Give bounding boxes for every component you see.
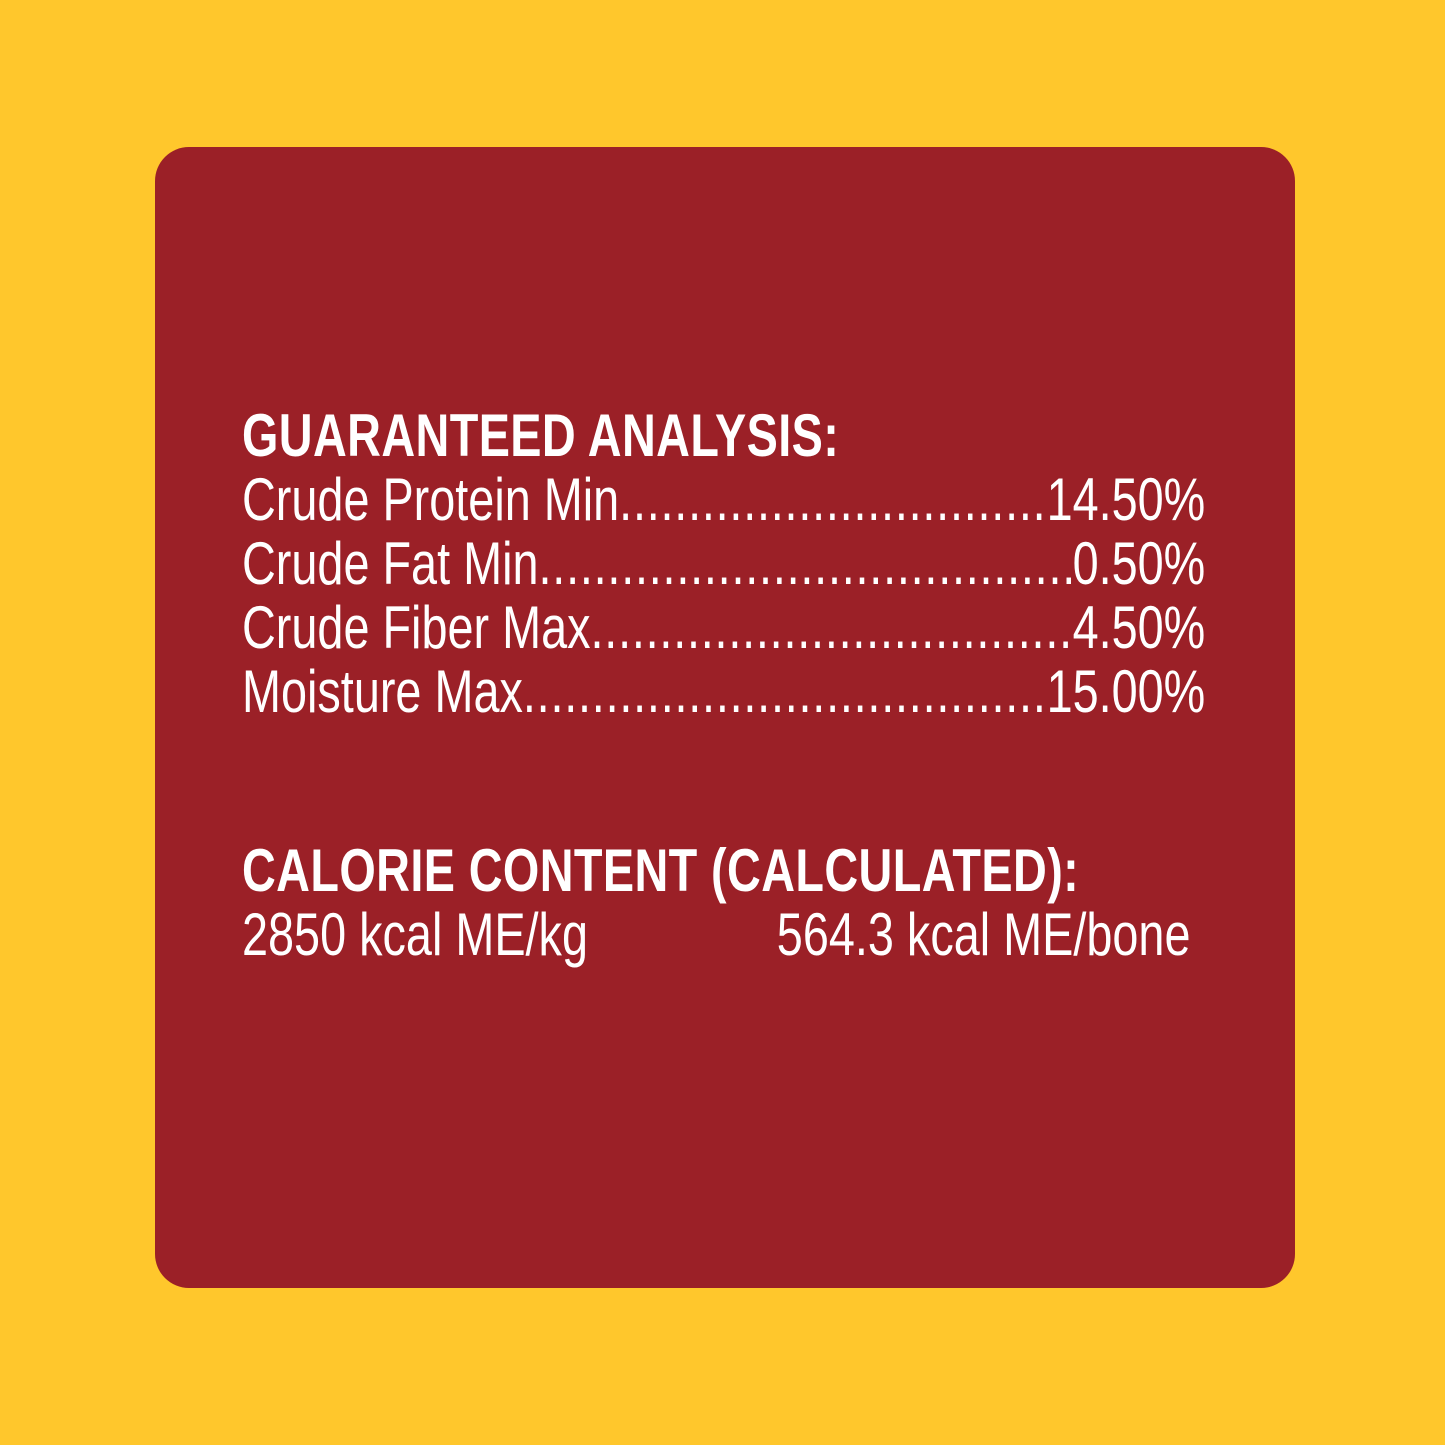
guaranteed-analysis-section: GUARANTEED ANALYSIS: Crude Protein Min 1… (242, 404, 1205, 724)
dot-leader (539, 532, 1073, 596)
guaranteed-analysis-title: GUARANTEED ANALYSIS: (242, 402, 840, 469)
dot-leader (523, 660, 1047, 724)
analysis-label: Crude Protein Min (242, 466, 620, 533)
analysis-value: 14.50% (1046, 466, 1206, 533)
calorie-content-title: CALORIE CONTENT (CALCULATED): (242, 837, 1080, 904)
analysis-label: Crude Fat Min (242, 530, 539, 597)
analysis-label: Moisture Max (242, 658, 523, 725)
calorie-content-section: CALORIE CONTENT (CALCULATED): 2850 kcal … (242, 839, 1205, 967)
calorie-per-kg: 2850 kcal ME/kg (242, 901, 588, 968)
analysis-label: Crude Fiber Max (242, 594, 591, 661)
calorie-values-row: 2850 kcal ME/kg 564.3 kcal ME/bone (242, 903, 1205, 967)
analysis-row-crude-fiber: Crude Fiber Max 4.50% (242, 596, 1205, 660)
calorie-per-bone: 564.3 kcal ME/bone (776, 901, 1191, 968)
dot-leader (591, 596, 1073, 660)
analysis-value: 4.50% (1072, 594, 1206, 661)
label-content: GUARANTEED ANALYSIS: Crude Protein Min 1… (242, 147, 1205, 1288)
analysis-value: 15.00% (1046, 658, 1206, 725)
analysis-row-moisture: Moisture Max 15.00% (242, 660, 1205, 724)
label-panel: GUARANTEED ANALYSIS: Crude Protein Min 1… (155, 147, 1295, 1288)
analysis-row-crude-fat: Crude Fat Min 0.50% (242, 532, 1205, 596)
dot-leader (619, 468, 1046, 532)
analysis-value: 0.50% (1072, 530, 1206, 597)
analysis-row-crude-protein: Crude Protein Min 14.50% (242, 468, 1205, 532)
